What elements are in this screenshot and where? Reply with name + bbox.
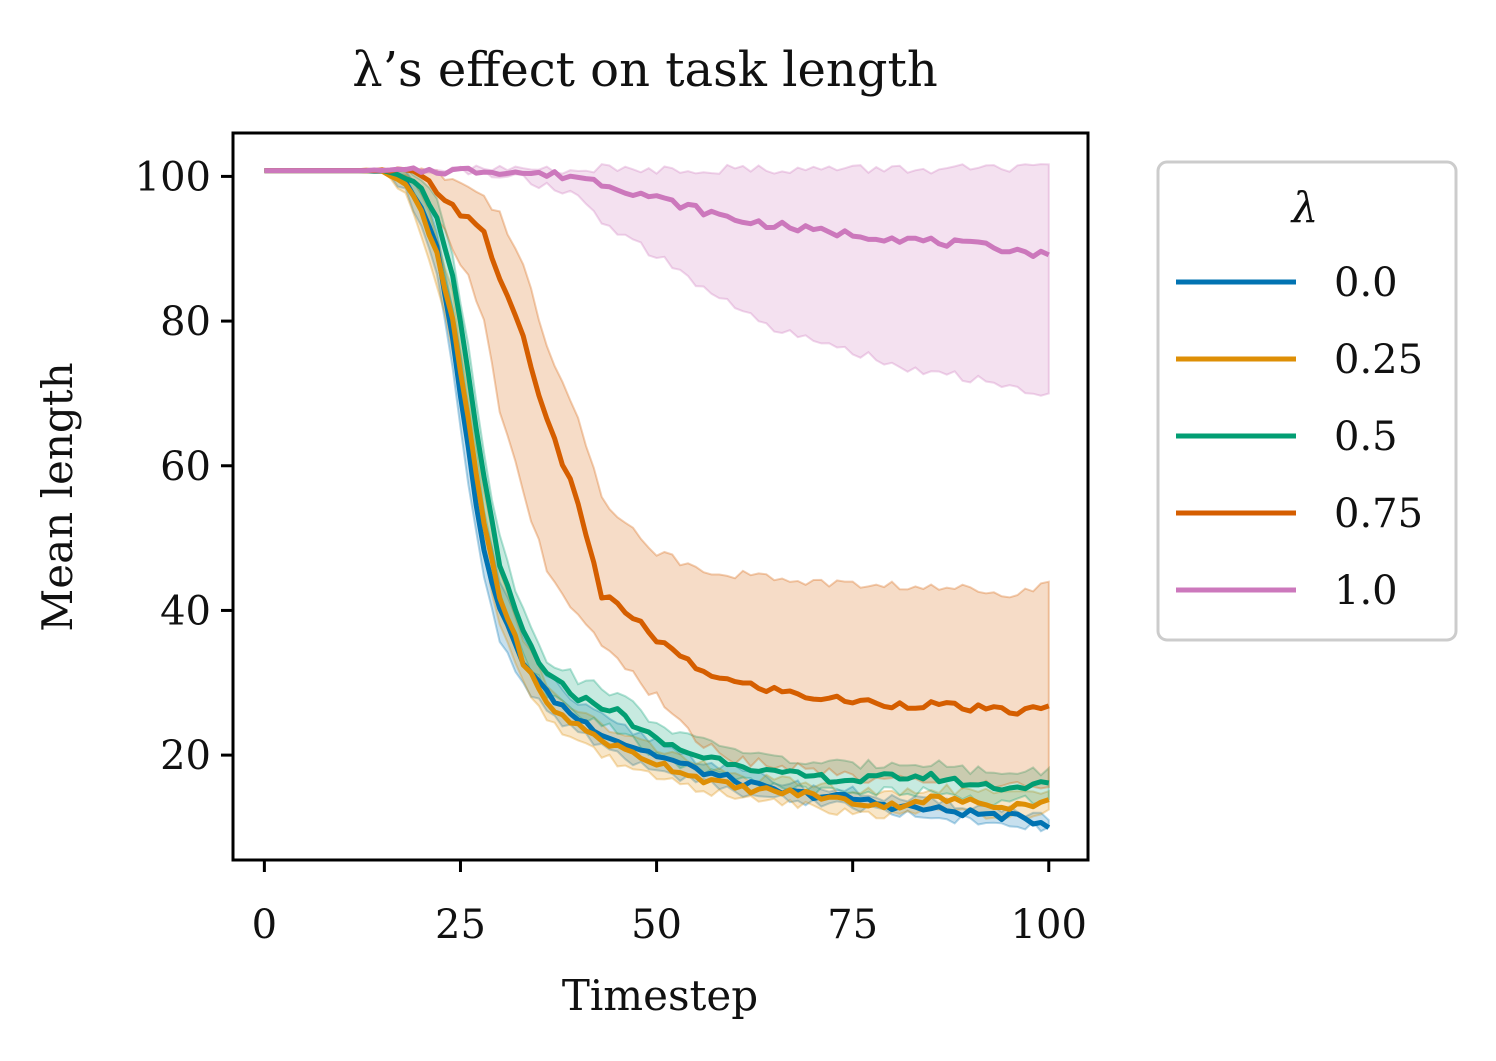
legend: λ 0.0 0.25 0.5 0.75 1.0 (1156, 160, 1458, 642)
y-tick-label: 60 (160, 444, 211, 490)
series-line-1-0 (264, 165, 1050, 259)
x-tick-label: 0 (252, 902, 277, 948)
legend-label: 0.25 (1334, 337, 1423, 383)
series-band-0-75 (264, 167, 1050, 790)
series-band-1-0 (264, 163, 1050, 397)
series-line-0-25 (264, 168, 1050, 812)
x-axis: 0 25 50 75 100 (252, 860, 1087, 948)
series-line-0-5 (264, 167, 1050, 793)
x-tick-label: 100 (1011, 902, 1087, 948)
y-tick-label: 20 (160, 733, 211, 779)
confidence-bands (264, 163, 1050, 833)
x-axis-title: Timestep (562, 971, 758, 1020)
legend-label: 0.0 (1334, 260, 1398, 306)
y-axis: 20 40 60 80 100 (135, 154, 233, 779)
y-axis-title: Mean length (33, 362, 82, 631)
x-tick-label: 50 (631, 902, 682, 948)
legend-label: 0.75 (1334, 491, 1423, 537)
series-lines (264, 165, 1051, 830)
legend-item-1-0: 1.0 (1176, 568, 1398, 614)
legend-frame (1156, 160, 1458, 642)
legend-item-0-0: 0.0 (1176, 260, 1398, 306)
plot-frame (231, 131, 1090, 862)
legend-item-0-75: 0.75 (1176, 491, 1423, 537)
x-tick-label: 25 (435, 902, 486, 948)
legend-label: 0.5 (1334, 414, 1398, 460)
legend-item-0-25: 0.25 (1176, 337, 1423, 383)
y-tick-label: 100 (135, 154, 211, 200)
legend-title: λ (1290, 183, 1319, 232)
y-tick-label: 40 (160, 588, 211, 634)
legend-item-0-5: 0.5 (1176, 414, 1398, 460)
chart-title: λ’s effect on task length (352, 42, 937, 98)
legend-label: 1.0 (1334, 568, 1398, 614)
x-tick-label: 75 (827, 902, 878, 948)
y-tick-label: 80 (160, 299, 211, 345)
